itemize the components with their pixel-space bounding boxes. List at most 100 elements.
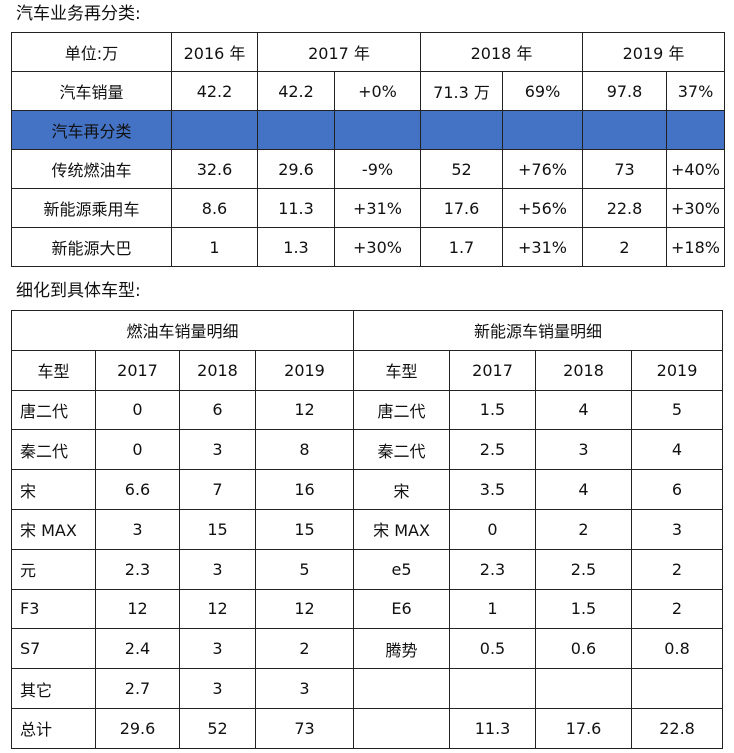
table-cell: 15: [254, 508, 355, 550]
table-cell: 6: [179, 389, 256, 431]
table-cell: [582, 110, 667, 150]
model-name: 其它: [11, 668, 96, 709]
table-cell: 0: [95, 429, 180, 471]
sales-row: 新能源大巴 1 1.3 +30% 1.7 +31% 2 +18%: [11, 227, 725, 267]
table-cell: 71.3 万: [420, 71, 503, 111]
table-cell: 6: [631, 469, 724, 510]
table-cell: 8.6: [171, 188, 258, 228]
model-name: 腾势: [353, 628, 451, 670]
table-cell: -9%: [334, 149, 421, 189]
table-cell: 6.6: [95, 469, 180, 510]
row-label: 传统燃油车: [11, 149, 172, 189]
table-cell: [502, 110, 583, 150]
table-cell: 1.3: [257, 227, 335, 267]
model-name: e5: [353, 548, 451, 590]
table-cell: 3: [179, 668, 256, 709]
sales-row: 传统燃油车 32.6 29.6 -9% 52 +76% 73 +40%: [11, 149, 725, 189]
unit-header: 单位:万: [11, 32, 172, 72]
table-cell: +56%: [502, 188, 583, 228]
detail-table: 燃油车销量明细 新能源车销量明细 车型 2017 2018 2019 车型 20…: [10, 310, 724, 749]
model-name: 唐二代: [11, 389, 96, 431]
table-cell: 17.6: [535, 707, 633, 749]
table-cell: 52: [420, 149, 503, 189]
table-cell: 4: [535, 389, 633, 431]
table-cell: 3: [631, 508, 724, 550]
table-cell: +0%: [334, 71, 421, 111]
table-cell: [666, 110, 725, 150]
table-cell: 2.3: [95, 548, 180, 590]
table-row: 唐二代 0 6 12 唐二代 1.5 4 5: [11, 389, 724, 431]
table-row: F3 12 12 12 E6 1 1.5 2: [11, 588, 724, 630]
column-header: 2019: [254, 349, 355, 391]
year-header-2016: 2016 年: [171, 32, 258, 72]
table-cell: 3: [95, 508, 180, 550]
table-cell: 29.6: [257, 149, 335, 189]
table-cell: 5: [631, 389, 724, 431]
year-header-2018: 2018 年: [420, 32, 583, 72]
table-cell: 22.8: [631, 707, 724, 749]
table-cell: 7: [179, 469, 256, 510]
table-cell: 1.5: [535, 588, 633, 630]
table-row: 宋 MAX 3 15 15 宋 MAX 0 2 3: [11, 508, 724, 550]
table-cell: [171, 110, 258, 150]
table-cell: 12: [254, 389, 355, 431]
table-cell: 1: [171, 227, 258, 267]
table-cell: 15: [179, 508, 256, 550]
column-header: 2017: [95, 349, 180, 391]
table-cell: 16: [254, 469, 355, 510]
table-cell: 2: [254, 628, 355, 670]
table-row: 其它 2.7 3 3: [11, 668, 724, 709]
table-cell: +40%: [666, 149, 725, 189]
table-cell: 22.8: [582, 188, 667, 228]
row-label: 新能源乘用车: [11, 188, 172, 228]
table-cell: 2: [631, 548, 724, 590]
model-name: 宋 MAX: [353, 508, 451, 550]
table-cell: 0.6: [535, 628, 633, 670]
column-header: 2018: [179, 349, 256, 391]
table-cell: +76%: [502, 149, 583, 189]
table-cell: 0: [449, 508, 537, 550]
table-cell: 17.6: [420, 188, 503, 228]
table-row: 元 2.3 3 5 e5 2.3 2.5 2: [11, 548, 724, 590]
table-cell: 2: [582, 227, 667, 267]
table-cell: [449, 668, 537, 709]
table-cell: 2.3: [449, 548, 537, 590]
section2-caption: 细化到具体车型:: [16, 281, 141, 301]
column-header: 2019: [631, 349, 724, 391]
table-cell: 2.5: [535, 548, 633, 590]
table-cell: 11.3: [257, 188, 335, 228]
table-row: 宋 6.6 7 16 宋 3.5 4 6: [11, 469, 724, 510]
table-cell: [631, 668, 724, 709]
table-cell: 11.3: [449, 707, 537, 749]
table-cell: [257, 110, 335, 150]
table-cell: 3: [254, 668, 355, 709]
table-cell: 42.2: [171, 71, 258, 111]
table-cell: +31%: [502, 227, 583, 267]
table-cell: 32.6: [171, 149, 258, 189]
table-cell: 3: [179, 548, 256, 590]
model-name: S7: [11, 628, 96, 670]
model-name: 宋 MAX: [11, 508, 96, 550]
table-cell: 3: [179, 429, 256, 471]
table-cell: 37%: [666, 71, 725, 111]
model-name: [353, 707, 451, 749]
model-name: 元: [11, 548, 96, 590]
table-cell: 3.5: [449, 469, 537, 510]
ev-detail-title: 新能源车销量明细: [353, 310, 724, 351]
table-cell: 12: [95, 588, 180, 630]
table-cell: [535, 668, 633, 709]
row-label: 新能源大巴: [11, 227, 172, 267]
model-name: 秦二代: [11, 429, 96, 471]
table-cell: 1: [449, 588, 537, 630]
table-row: S7 2.4 3 2 腾势 0.5 0.6 0.8: [11, 628, 724, 670]
table-cell: [334, 110, 421, 150]
table-cell: 2: [631, 588, 724, 630]
table-cell: 0.8: [631, 628, 724, 670]
total-label: 总计: [11, 707, 96, 749]
sales-row: 新能源乘用车 8.6 11.3 +31% 17.6 +56% 22.8 +30%: [11, 188, 725, 228]
table-cell: 73: [582, 149, 667, 189]
model-name: 秦二代: [353, 429, 451, 471]
column-header: 车型: [353, 349, 451, 391]
table-cell: 2.4: [95, 628, 180, 670]
table-cell: 12: [179, 588, 256, 630]
